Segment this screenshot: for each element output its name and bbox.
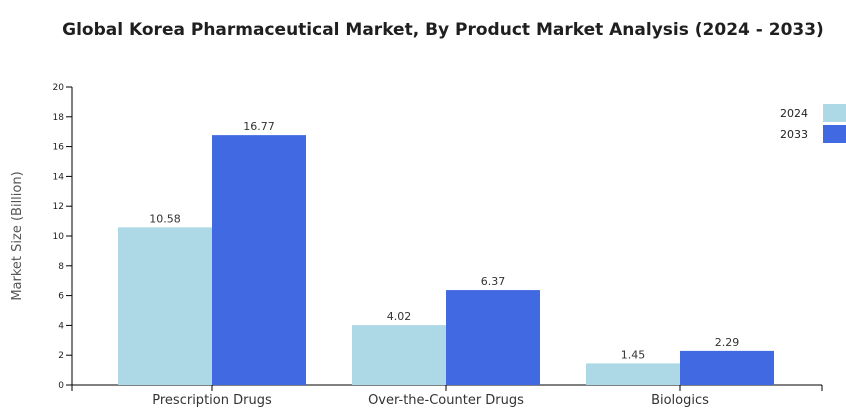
- bar-2024: [586, 363, 680, 385]
- y-tick-label: 16: [53, 143, 65, 153]
- legend-label: 2024: [780, 107, 808, 120]
- data-label: 1.45: [621, 348, 646, 361]
- y-tick-label: 2: [58, 351, 64, 361]
- y-tick-label: 8: [58, 262, 64, 272]
- data-label: 2.29: [715, 336, 740, 349]
- y-tick-label: 6: [58, 292, 64, 302]
- legend-swatch: [823, 104, 846, 122]
- data-label: 6.37: [481, 275, 506, 288]
- y-tick-label: 0: [58, 381, 64, 391]
- x-tick-label: Biologics: [651, 393, 709, 408]
- data-label: 10.58: [149, 212, 181, 225]
- bars: [118, 135, 774, 385]
- y-tick-label: 10: [53, 232, 65, 242]
- bar-2024: [352, 325, 446, 385]
- data-labels: 10.58 4.02 1.45 16.77 6.37 2.29: [149, 120, 739, 361]
- legend-swatch: [823, 125, 846, 143]
- x-tick-label: Prescription Drugs: [152, 393, 272, 408]
- legend: 2024 2033: [780, 104, 846, 143]
- bar-2024: [118, 227, 212, 385]
- y-axis: 0 2 4 6 8 10 12 14 16 18 20: [53, 83, 73, 391]
- y-tick-label: 20: [53, 83, 65, 93]
- y-tick-label: 18: [53, 113, 65, 123]
- x-axis: Prescription Drugs Over-the-Counter Drugs…: [71, 384, 823, 408]
- data-label: 16.77: [243, 120, 275, 133]
- bar-2033: [680, 350, 774, 385]
- y-axis-label: Market Size (Billion): [10, 171, 25, 300]
- y-tick-label: 12: [53, 202, 64, 212]
- y-tick-label: 14: [53, 172, 65, 182]
- data-label: 4.02: [387, 310, 412, 323]
- legend-label: 2033: [780, 128, 808, 141]
- bar-2033: [212, 135, 306, 385]
- y-tick-label: 4: [58, 321, 64, 331]
- x-tick-label: Over-the-Counter Drugs: [368, 393, 524, 408]
- bar-2033: [446, 290, 540, 385]
- chart-title: Global Korea Pharmaceutical Market, By P…: [62, 20, 824, 40]
